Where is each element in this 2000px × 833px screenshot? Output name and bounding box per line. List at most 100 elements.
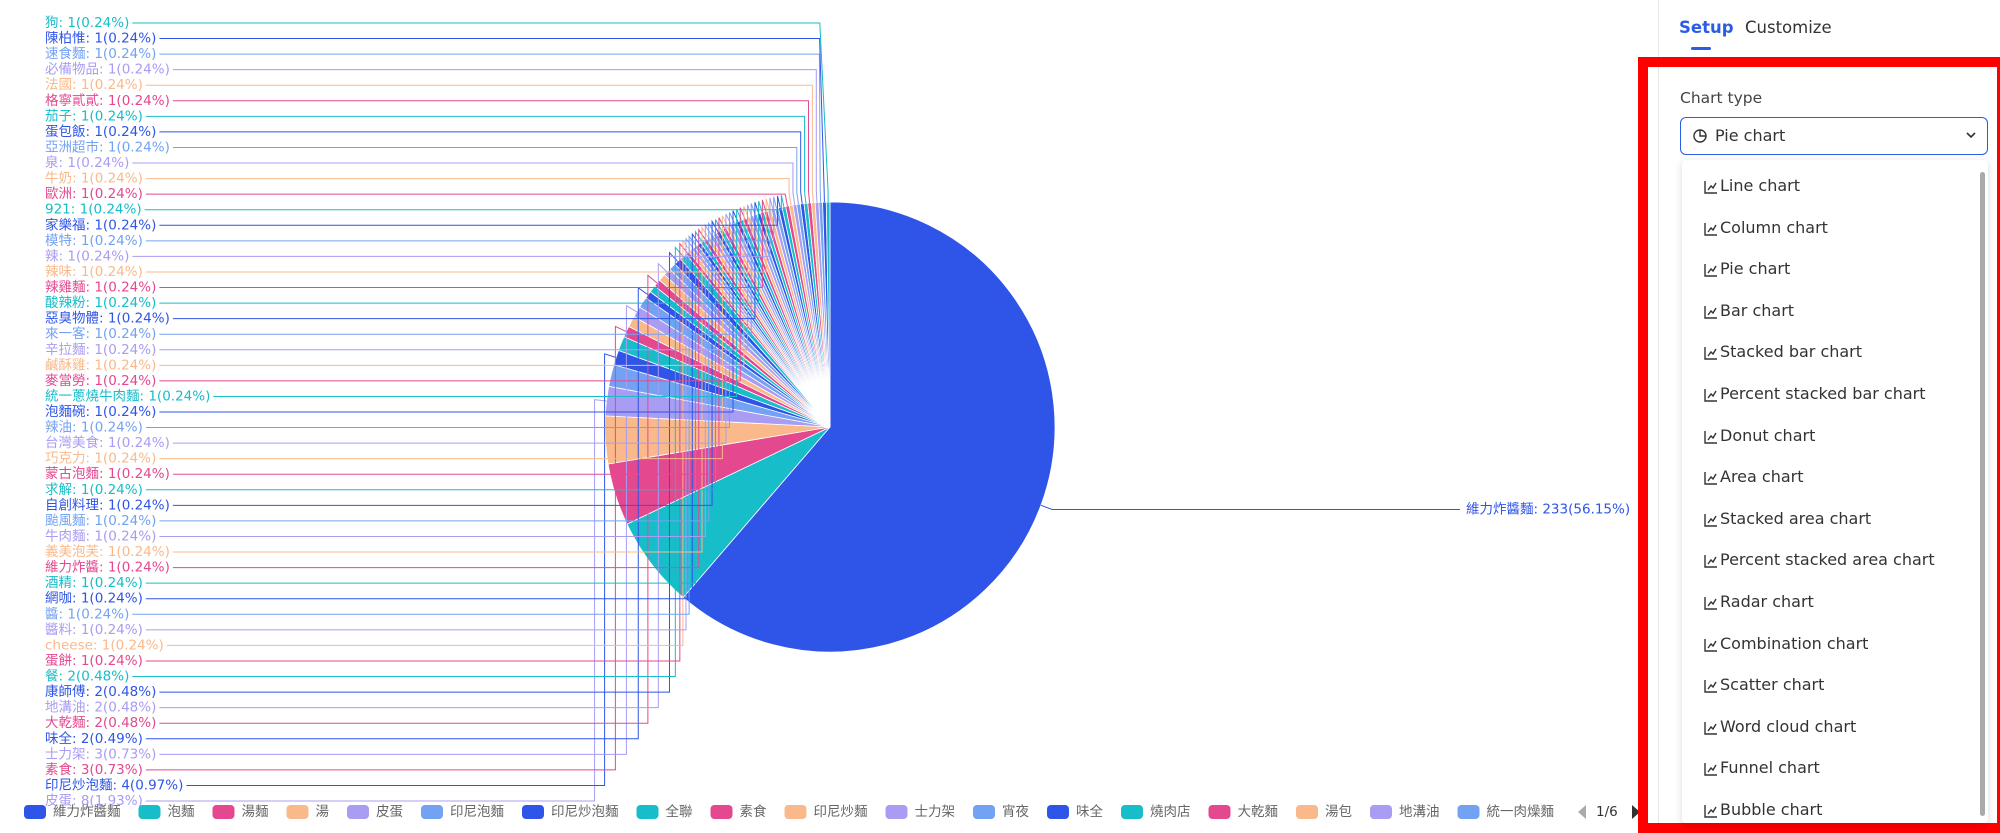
chart-type-option[interactable]: Stacked area chart [1720, 508, 1872, 528]
chart-type-option[interactable]: Bar chart [1720, 300, 1795, 320]
option-icon [1704, 470, 1718, 485]
legend-label[interactable]: 統一肉燥麵 [1487, 804, 1555, 820]
legend-label[interactable]: 印尼炒麵 [814, 804, 868, 820]
label-line [172, 69, 818, 203]
label-line [144, 194, 785, 211]
data-label: 牛奶: 1(0.24%) [45, 171, 143, 187]
legend-label[interactable]: 大乾麵 [1238, 804, 1279, 820]
legend-swatch[interactable] [1047, 805, 1069, 819]
option-icon [1704, 429, 1718, 444]
legend-label[interactable]: 味全 [1076, 803, 1104, 820]
legend-label[interactable]: 皮蛋 [376, 804, 403, 820]
data-label: 來一客: 1(0.24%) [45, 325, 156, 342]
legend-swatch[interactable] [212, 805, 235, 819]
label-line [159, 207, 746, 382]
chart-type-option[interactable]: Stacked bar chart [1720, 342, 1863, 362]
label-line [159, 274, 658, 724]
tab[interactable]: Customize [1745, 18, 1832, 37]
chart-type-option[interactable]: Pie chart [1720, 259, 1791, 279]
legend-swatch[interactable] [1208, 805, 1231, 819]
option-icon [1704, 553, 1718, 569]
label-line [159, 195, 781, 226]
legend-swatch[interactable] [522, 805, 544, 819]
data-label: 求解: 1(0.24%) [45, 482, 143, 498]
legend-label[interactable]: 素食 [740, 803, 768, 820]
label-line [145, 193, 788, 207]
data-label: 鹹酥雞: 1(0.24%) [45, 357, 156, 373]
chart-type-option[interactable]: Word cloud chart [1720, 716, 1857, 736]
legend-swatch[interactable] [1370, 805, 1392, 819]
legend-label[interactable]: 燒肉店 [1150, 804, 1191, 820]
legend-swatch[interactable] [1121, 805, 1143, 819]
legend-swatch[interactable] [1296, 805, 1318, 819]
tab-underline [1691, 47, 1711, 50]
label-line [159, 304, 637, 755]
select[interactable]: Pie chart [1680, 117, 1988, 155]
legend-swatch[interactable] [286, 805, 309, 819]
pager-next[interactable] [1632, 805, 1640, 819]
legend-label[interactable]: 維力炸醬麵 [53, 803, 121, 820]
chart-type-option[interactable]: Radar chart [1720, 592, 1814, 611]
legend-swatch[interactable] [24, 805, 46, 819]
legend-label[interactable]: 宵夜 [1002, 803, 1030, 820]
data-label: 醬料: 1(0.24%) [45, 621, 143, 638]
legend-swatch[interactable] [421, 805, 443, 819]
legend-label[interactable]: 湯麵 [242, 803, 269, 820]
legend-swatch[interactable] [710, 805, 733, 819]
data-label: 酒精: 1(0.24%) [45, 575, 143, 591]
label-line [159, 200, 763, 304]
data-label: 法國: 1(0.24%) [45, 77, 143, 93]
data-label: 網咖: 1(0.24%) [45, 591, 143, 607]
label-line [172, 217, 725, 475]
chart-type-option[interactable]: Donut chart [1720, 425, 1816, 445]
data-label: 維力炸醬麵: 233(56.15%) [1466, 500, 1630, 517]
label-line [159, 215, 729, 460]
legend-label[interactable]: 印尼炒泡麵 [551, 804, 619, 820]
label-line [145, 212, 735, 429]
legend-label[interactable]: 全聯 [666, 803, 694, 820]
chart-type-option[interactable]: Column chart [1720, 217, 1828, 237]
tab[interactable]: Setup [1679, 18, 1734, 37]
legend-swatch[interactable] [138, 805, 161, 819]
chart-type-option[interactable]: Percent stacked bar chart [1720, 384, 1926, 403]
label-line [1040, 504, 1460, 510]
legend-swatch[interactable] [885, 805, 908, 819]
data-label: 自創料理: 1(0.24%) [45, 497, 170, 513]
legend-label[interactable]: 湯 [316, 803, 330, 820]
label-line [172, 100, 811, 203]
data-label: 康師傅: 2(0.48%) [45, 683, 156, 700]
data-label: 陳柏惟: 1(0.24%) [45, 31, 156, 47]
label-line [159, 131, 803, 204]
legend-label[interactable]: 印尼泡麵 [450, 804, 504, 820]
chart-type-option[interactable]: Area chart [1720, 467, 1804, 487]
chart-type-option[interactable]: Percent stacked area chart [1720, 550, 1935, 570]
chart-type-option[interactable]: Bubble chart [1720, 800, 1823, 819]
chart-type-option[interactable]: Funnel chart [1720, 758, 1820, 778]
label-line [132, 197, 774, 257]
side-panel: Setup Customize Chart type Pie chart Lin… [1638, 0, 2000, 833]
legend-swatch[interactable] [636, 805, 659, 819]
legend-swatch[interactable] [784, 805, 807, 819]
chart-type-option[interactable]: Combination chart [1720, 633, 1869, 653]
data-label: 義美泡芙: 1(0.24%) [45, 543, 170, 560]
legend-swatch[interactable] [347, 805, 369, 819]
label-line [145, 286, 649, 740]
pager-prev[interactable] [1578, 805, 1586, 819]
legend-label[interactable]: 地溝油 [1399, 804, 1440, 820]
data-label: 921: 1(0.24%) [45, 202, 142, 218]
data-label: 酸辣粉: 1(0.24%) [45, 295, 156, 311]
highlight-box [1638, 57, 2000, 833]
legend-label[interactable]: 湯包 [1325, 803, 1352, 820]
chart-type-option[interactable]: Line chart [1720, 176, 1801, 195]
legend-swatch[interactable] [1457, 805, 1480, 819]
label-line [172, 202, 760, 320]
chart-type-option[interactable]: Scatter chart [1720, 675, 1825, 695]
label-line [132, 162, 796, 205]
legend-label[interactable]: 泡麵 [168, 804, 195, 820]
data-label: 大乾麵: 2(0.48%) [45, 715, 156, 731]
data-label: 泉: 1(0.24%) [45, 154, 129, 171]
legend-swatch[interactable] [973, 805, 995, 819]
data-label: 牛肉麵: 1(0.24%) [45, 528, 156, 544]
legend-label[interactable]: 士力架 [915, 804, 956, 820]
